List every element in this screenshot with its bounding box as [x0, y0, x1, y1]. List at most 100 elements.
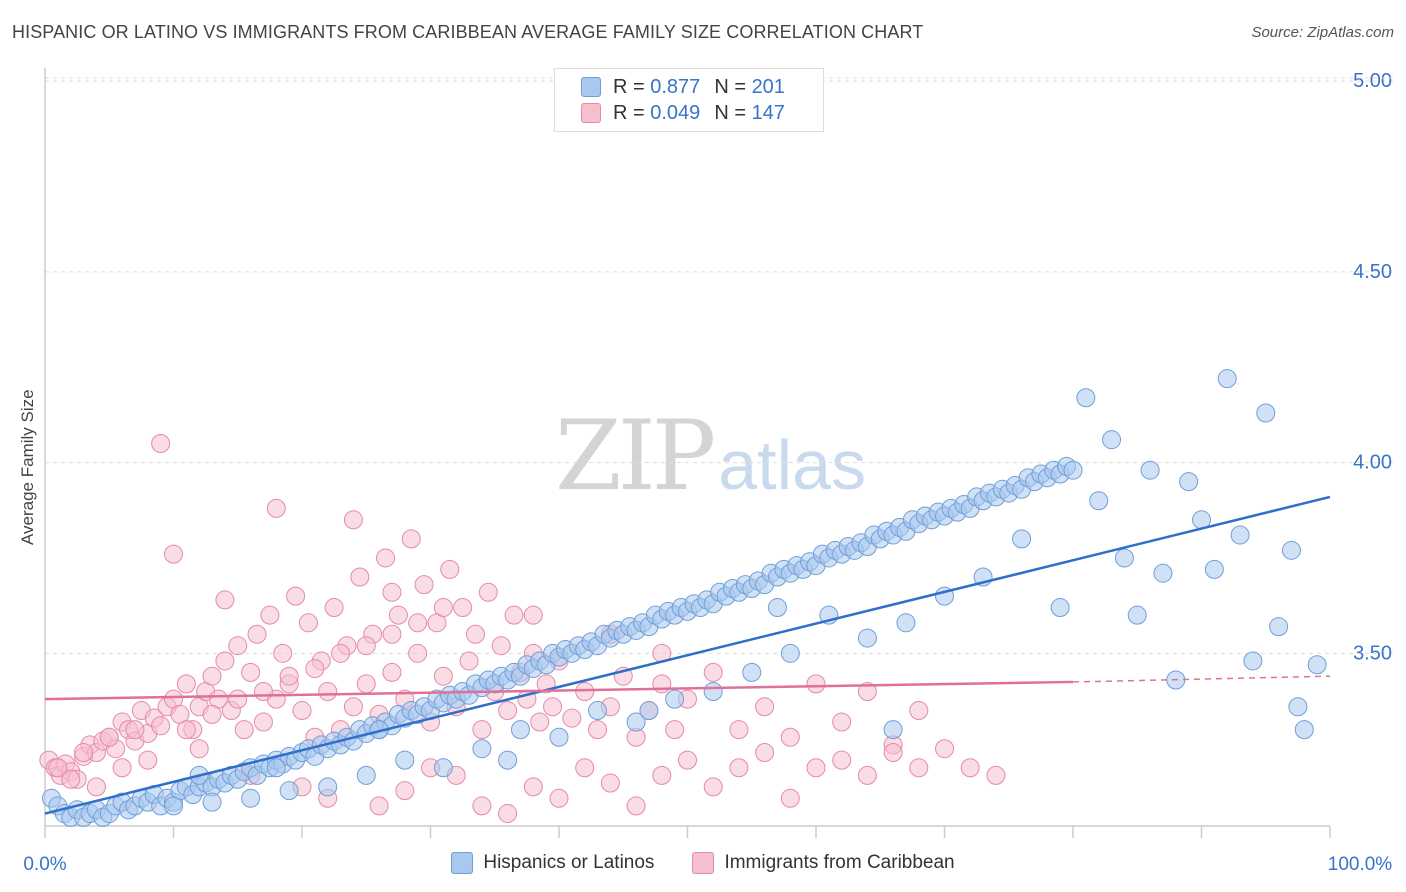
data-point-hispanic — [1114, 548, 1134, 568]
data-point-caribbean — [234, 720, 254, 740]
data-point-hispanic — [767, 598, 787, 618]
data-point-caribbean — [478, 582, 498, 602]
data-point-hispanic — [433, 758, 453, 778]
chart-title: HISPANIC OR LATINO VS IMMIGRANTS FROM CA… — [12, 22, 924, 42]
data-point-caribbean — [388, 605, 408, 625]
data-point-caribbean — [176, 674, 196, 694]
watermark: ZIPatlas — [555, 400, 866, 512]
data-point-caribbean — [562, 708, 582, 728]
data-point-hispanic — [742, 662, 762, 682]
data-point-caribbean — [369, 796, 389, 816]
data-point-caribbean — [253, 712, 273, 732]
data-point-hispanic — [498, 750, 518, 770]
data-point-caribbean — [324, 598, 344, 618]
data-point-caribbean — [626, 796, 646, 816]
data-point-caribbean — [151, 716, 171, 736]
data-point-caribbean — [99, 727, 119, 747]
data-point-caribbean — [279, 666, 299, 686]
data-point-caribbean — [453, 598, 473, 618]
data-point-hispanic — [1089, 491, 1109, 511]
data-point-caribbean — [298, 613, 318, 633]
data-point-caribbean — [382, 624, 402, 644]
data-point-hispanic — [395, 750, 415, 770]
data-point-caribbean — [401, 529, 421, 549]
data-point-hispanic — [1179, 472, 1199, 492]
data-point-caribbean — [414, 575, 434, 595]
legend-item-caribbean[interactable]: Immigrants from Caribbean — [692, 852, 955, 874]
legend-label-hispanics: Hispanics or Latinos — [483, 852, 655, 873]
y-tick-label: 3.50 — [1353, 642, 1392, 664]
watermark-atlas: atlas — [718, 426, 867, 504]
data-point-caribbean — [857, 681, 877, 701]
legend-row-hispanic: R = 0.877 N = 201 — [581, 75, 785, 99]
data-point-hispanic — [896, 613, 916, 633]
data-point-hispanic — [1256, 403, 1276, 423]
data-point-caribbean — [241, 662, 261, 682]
data-point-caribbean — [729, 758, 749, 778]
data-point-caribbean — [260, 605, 280, 625]
legend-item-hispanics[interactable]: Hispanics or Latinos — [451, 852, 654, 874]
data-point-caribbean — [986, 765, 1006, 785]
data-point-hispanic — [1153, 563, 1173, 583]
data-point-hispanic — [883, 720, 903, 740]
data-point-caribbean — [652, 765, 672, 785]
data-point-caribbean — [459, 651, 479, 671]
data-point-caribbean — [549, 788, 569, 808]
data-point-hispanic — [780, 643, 800, 663]
data-point-hispanic — [703, 681, 723, 701]
data-point-caribbean — [935, 739, 954, 759]
data-point-caribbean — [74, 743, 94, 763]
x-tick-label: 100.0% — [1328, 854, 1393, 875]
data-point-caribbean — [960, 758, 980, 778]
source-label: Source: ZipAtlas.com — [1251, 24, 1394, 41]
data-point-caribbean — [228, 636, 248, 656]
series-legend: Hispanics or Latinos Immigrants from Car… — [0, 852, 1406, 874]
data-point-caribbean — [408, 643, 428, 663]
data-point-caribbean — [665, 720, 685, 740]
data-point-hispanic — [1243, 651, 1263, 671]
legend-label-caribbean: Immigrants from Caribbean — [724, 852, 955, 873]
data-point-hispanic — [1102, 430, 1122, 450]
trend-line-caribbean — [44, 680, 1074, 701]
y-tick-label: 4.00 — [1353, 452, 1392, 474]
data-point-caribbean — [600, 773, 620, 793]
legend-r-label: R = — [613, 101, 645, 124]
data-point-caribbean — [543, 697, 563, 717]
data-point-caribbean — [292, 701, 312, 721]
data-point-caribbean — [395, 781, 415, 801]
data-point-caribbean — [343, 510, 363, 530]
data-point-caribbean — [215, 590, 235, 610]
data-point-caribbean — [780, 727, 800, 747]
data-point-caribbean — [575, 681, 595, 701]
data-point-caribbean — [176, 720, 196, 740]
data-point-hispanic — [1076, 388, 1096, 408]
data-point-hispanic — [202, 792, 222, 812]
data-point-hispanic — [472, 739, 492, 759]
data-point-caribbean — [61, 769, 81, 789]
data-point-hispanic — [1307, 655, 1327, 675]
data-point-caribbean — [48, 758, 68, 778]
legend-r-value: 0.049 — [650, 101, 701, 124]
data-point-caribbean — [343, 697, 363, 717]
legend-n-label: N = — [714, 101, 746, 124]
data-point-caribbean — [247, 624, 267, 644]
data-point-hispanic — [1050, 598, 1070, 618]
data-point-caribbean — [504, 605, 524, 625]
data-point-caribbean — [440, 559, 460, 579]
data-point-caribbean — [189, 739, 209, 759]
legend-n-value: 147 — [751, 101, 785, 124]
data-point-hispanic — [1127, 605, 1147, 625]
data-point-hispanic — [588, 701, 608, 721]
data-point-caribbean — [909, 758, 929, 778]
legend-r-value: 0.877 — [650, 75, 701, 98]
data-point-hispanic — [1140, 460, 1160, 480]
legend-row-caribbean: R = 0.049 N = 147 — [581, 101, 785, 125]
data-point-hispanic — [266, 758, 286, 778]
data-point-caribbean — [678, 750, 697, 770]
data-point-caribbean — [491, 636, 511, 656]
data-point-caribbean — [318, 681, 338, 701]
data-point-hispanic — [1012, 529, 1032, 549]
data-point-hispanic — [164, 796, 183, 816]
data-point-hispanic — [857, 628, 877, 648]
